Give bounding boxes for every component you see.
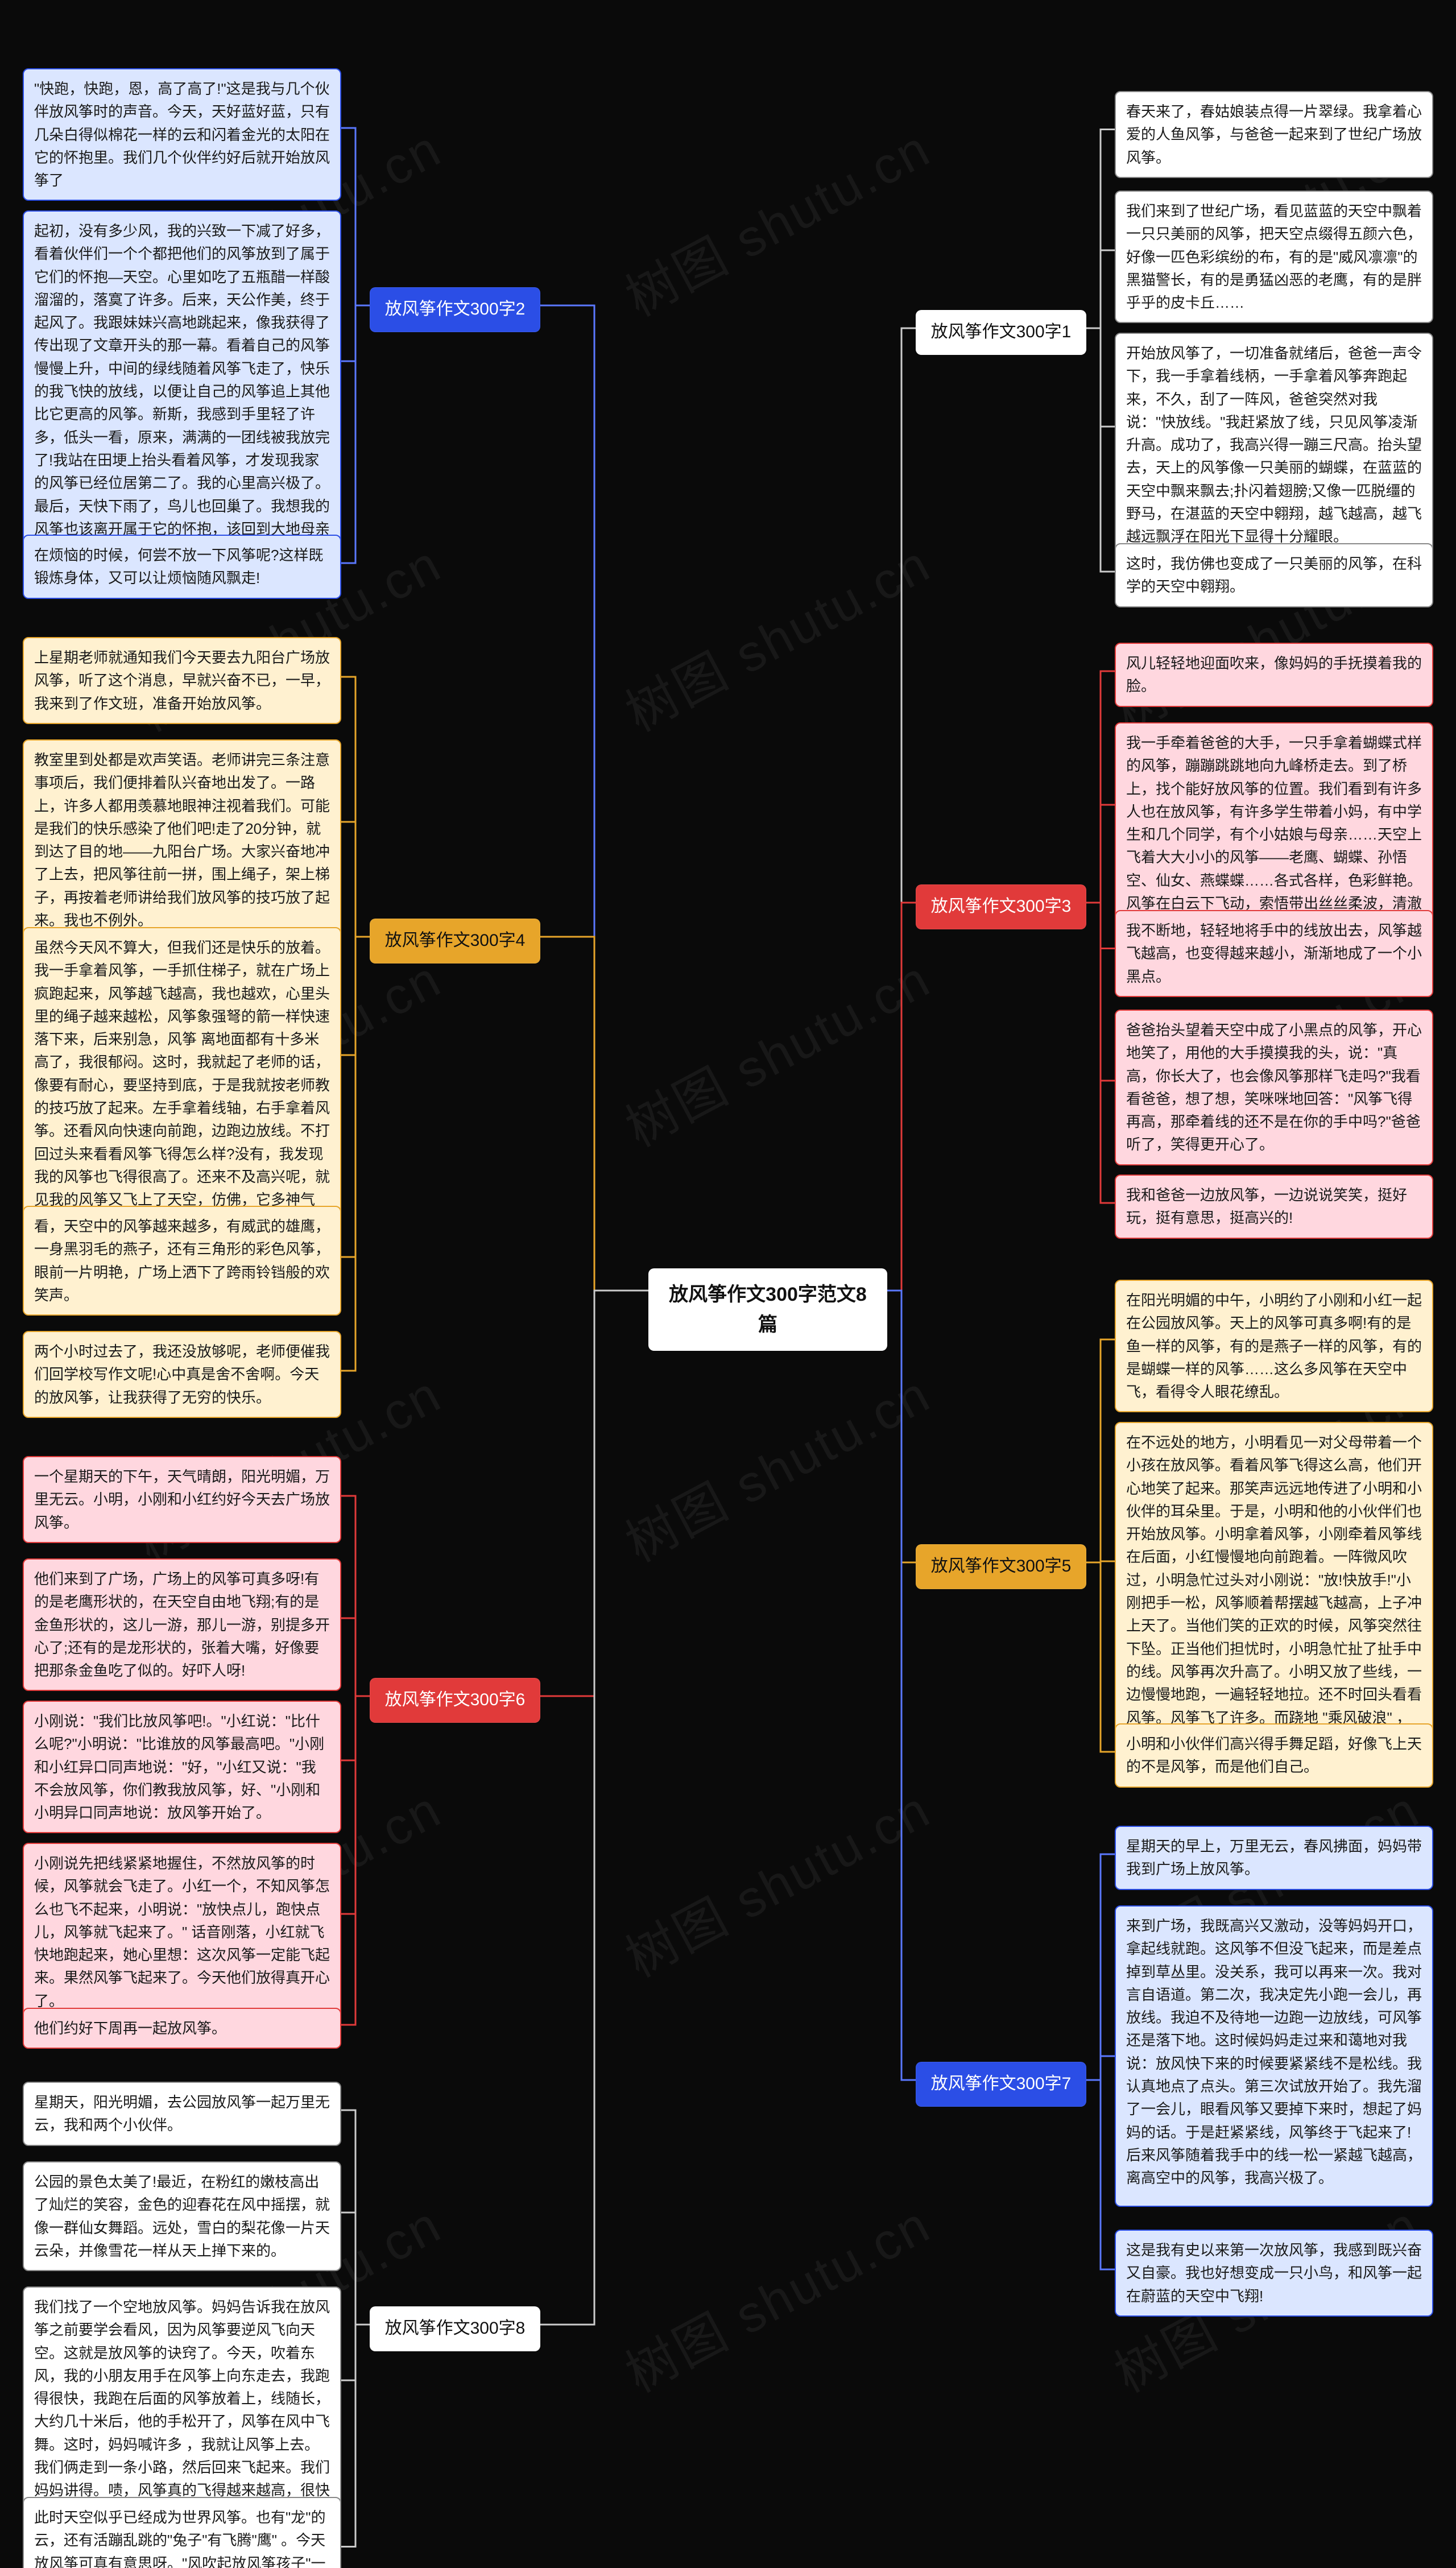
branch-b1[interactable]: 放风筝作文300字1 [916,310,1086,355]
branch-b2[interactable]: 放风筝作文300字2 [370,287,540,332]
leaf-b2-1[interactable]: 起初，没有多少风，我的兴致一下减了好多，看着伙伴们一个个都把他们的风筝放到了属于… [23,210,341,572]
leaf-b4-3[interactable]: 看，天空中的风筝越来越多，有威武的雄鹰，一身黑羽毛的燕子，还有三角形的彩色风筝，… [23,1206,341,1316]
watermark: 树图 shutu.cn [611,1353,941,1575]
mindmap-canvas: { "canvas": { "width": 2560, "height": 4… [0,0,1456,2568]
leaf-b4-4[interactable]: 两个小时过去了，我还没放够呢，老师便催我们回学校写作文呢!心中真是舍不舍啊。今天… [23,1331,341,1418]
watermark: 树图 shutu.cn [611,2184,941,2406]
leaf-b6-0[interactable]: 一个星期天的下午，天气晴朗，阳光明媚，万里无云。小明，小刚和小红约好今天去广场放… [23,1456,341,1543]
leaf-b6-4[interactable]: 他们约好下周再一起放风筝。 [23,2008,341,2049]
leaf-b4-2[interactable]: 虽然今天风不算大，但我们还是快乐的放着。我一手拿着风筝，一手抓住梯子，就在广场上… [23,927,341,1243]
leaf-b7-1[interactable]: 来到广场，我既高兴又激动，没等妈妈开口，拿起线就跑。这风筝不但没飞起来，而是差点… [1115,1905,1433,2207]
leaf-b1-1[interactable]: 我们来到了世纪广场，看见蓝蓝的天空中飘着一只只美丽的风筝，把天空点缀得五颜六色，… [1115,191,1433,323]
branch-b7[interactable]: 放风筝作文300字7 [916,2062,1086,2107]
leaf-b2-2[interactable]: 在烦恼的时候，何尝不放一下风筝呢?这样既锻炼身体，又可以让烦恼随风飘走! [23,535,341,599]
leaf-b3-0[interactable]: 风儿轻轻地迎面吹来，像妈妈的手抚摸着我的脸。 [1115,643,1433,707]
leaf-b1-3[interactable]: 这时，我仿佛也变成了一只美丽的风筝，在科学的天空中翱翔。 [1115,543,1433,607]
watermark: 树图 shutu.cn [611,523,941,745]
leaf-b4-0[interactable]: 上星期老师就通知我们今天要去九阳台广场放风筝，听了这个消息，早就兴奋不已，一早，… [23,637,341,724]
leaf-b5-0[interactable]: 在阳光明媚的中午，小明约了小刚和小红一起在公园放风筝。天上的风筝可真多啊!有的是… [1115,1280,1433,1412]
leaf-b6-1[interactable]: 他们来到了广场，广场上的风筝可真多呀!有的是老鹰形状的，在天空自由地飞翔;有的是… [23,1558,341,1691]
leaf-b5-1[interactable]: 在不远处的地方，小明看见一对父母带着一个小孩在放风筝。看着风筝飞得这么高，他们开… [1115,1422,1433,1761]
watermark: 树图 shutu.cn [611,938,941,1160]
leaf-b2-0[interactable]: "快跑，快跑，恩，高了高了!"这是我与几个伙伴放风筝时的声音。今天，天好蓝好蓝，… [23,68,341,201]
leaf-b1-0[interactable]: 春天来了，春姑娘装点得一片翠绿。我拿着心爱的人鱼风筝，与爸爸一起来到了世纪广场放… [1115,91,1433,178]
branch-b3[interactable]: 放风筝作文300字3 [916,884,1086,929]
leaf-b3-2[interactable]: 我不断地，轻轻地将手中的线放出去，风筝越飞越高，也变得越来越小，渐渐地成了一个小… [1115,910,1433,997]
leaf-b8-0[interactable]: 星期天，阳光明媚，去公园放风筝一起万里无云，我和两个小伙伴。 [23,2082,341,2146]
watermark: 树图 shutu.cn [611,1768,941,1991]
branch-b8[interactable]: 放风筝作文300字8 [370,2306,540,2351]
leaf-b3-4[interactable]: 我和爸爸一边放风筝，一边说说笑笑，挺好玩，挺有意思，挺高兴的! [1115,1175,1433,1239]
leaf-b3-3[interactable]: 爸爸抬头望着天空中成了小黑点的风筝，开心地笑了，用他的大手摸摸我的头，说："真高… [1115,1010,1433,1165]
branch-b6[interactable]: 放风筝作文300字6 [370,1678,540,1723]
leaf-b4-1[interactable]: 教室里到处都是欢声笑语。老师讲完三条注意事项后，我们便排着队兴奋地出发了。一路上… [23,739,341,941]
watermark: 树图 shutu.cn [611,107,941,330]
branch-b4[interactable]: 放风筝作文300字4 [370,919,540,963]
leaf-b7-0[interactable]: 星期天的早上，万里无云，春风拂面，妈妈带我到广场上放风筝。 [1115,1826,1433,1890]
leaf-b5-2[interactable]: 小明和小伙伴们高兴得手舞足蹈，好像飞上天的不是风筝，而是他们自己。 [1115,1723,1433,1788]
root-node[interactable]: 放风筝作文300字范文8篇 [648,1268,887,1351]
leaf-b6-2[interactable]: 小刚说："我们比放风筝吧!。"小红说："比什么呢?"小明说："比谁放的风筝最高吧… [23,1701,341,1833]
branch-b5[interactable]: 放风筝作文300字5 [916,1544,1086,1589]
leaf-b1-2[interactable]: 开始放风筝了，一切准备就绪后，爸爸一声令下，我一手拿着线柄，一手拿着风筝奔跑起来… [1115,333,1433,557]
leaf-b8-3[interactable]: 此时天空似乎已经成为世界风筝。也有"龙"的云，还有活蹦乱跳的"兔子"有飞腾"鹰"… [23,2497,341,2568]
leaf-b6-3[interactable]: 小刚说先把线紧紧地握住，不然放风筝的时候，风筝就会飞走了。小红一个，不知风筝怎么… [23,1843,341,2021]
leaf-b7-2[interactable]: 这是我有史以来第一次放风筝，我感到既兴奋又自豪。我也好想变成一只小鸟，和风筝一起… [1115,2230,1433,2317]
leaf-b8-1[interactable]: 公园的景色太美了!最近，在粉红的嫩枝高出了灿烂的笑容，金色的迎春花在风中摇摆，就… [23,2161,341,2271]
